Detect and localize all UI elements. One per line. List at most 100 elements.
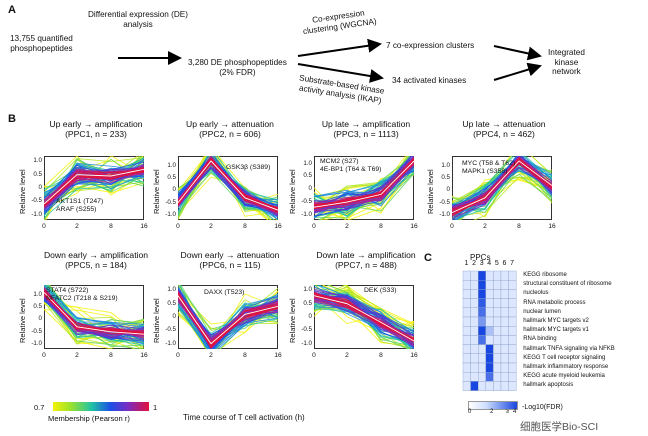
- x-tick: 2: [345, 352, 349, 359]
- heatmap-cell: [462, 298, 471, 309]
- x-tick: 8: [109, 352, 113, 359]
- plot-title-3: Up late → amplification (PPC3, n = 1113): [321, 119, 411, 139]
- panel-a-arrows: [118, 38, 542, 83]
- member-trace: [314, 288, 414, 337]
- heatmap-cell: [500, 371, 509, 382]
- x-tick: 16: [140, 223, 148, 230]
- heatmap-cell: [500, 289, 509, 299]
- heatmap-cell: [493, 307, 502, 318]
- heatmap-column-label: 5: [494, 260, 499, 267]
- heatmap-cell: [470, 371, 479, 382]
- colorbar-max: 1: [153, 403, 158, 412]
- heatmap-cell: [478, 307, 487, 318]
- fdr-tick-0: 0: [468, 409, 472, 415]
- heatmap-cell: [470, 362, 479, 373]
- heatmap-cell: [462, 270, 471, 281]
- centroid-line: [314, 295, 414, 342]
- x-tick: 8: [379, 352, 383, 359]
- heatmap-cell: [470, 335, 479, 345]
- y-tick: -0.5: [31, 327, 42, 335]
- y-axis-label-5: Relative level: [18, 298, 27, 343]
- y-axis-label-6: Relative level: [152, 298, 161, 343]
- y-tick: -0.5: [301, 326, 312, 334]
- heatmap-cell: [478, 381, 487, 391]
- y-tick: -0.5: [31, 197, 42, 205]
- x-axis-label: Time course of T cell activation (h): [183, 413, 305, 422]
- heatmap-cell: [470, 344, 479, 354]
- x-tick: 0: [176, 352, 180, 359]
- heatmap-cell: [508, 326, 517, 336]
- heatmap-cell: [470, 270, 479, 281]
- heatmap-cell: [478, 335, 487, 345]
- heatmap-cell: [485, 289, 494, 299]
- x-tick: 0: [42, 352, 46, 359]
- heatmap-column-label: 1: [464, 260, 469, 267]
- heatmap-cell: [508, 289, 517, 299]
- y-axis-label-4: Relative level: [426, 169, 435, 214]
- x-tick: 8: [379, 223, 383, 230]
- centroid-line: [44, 292, 144, 335]
- heatmap-cell: [493, 381, 502, 391]
- heatmap-cell: [508, 381, 517, 391]
- x-tick: 2: [75, 223, 79, 230]
- heatmap-cell: [470, 326, 479, 336]
- heatmap-cell: [493, 298, 502, 309]
- y-tick: 0: [308, 185, 312, 193]
- arrow-clusters-to-net: [493, 45, 542, 61]
- de-result-label: 3,280 DE phosphopeptides (2% FDR): [188, 58, 287, 77]
- heatmap-cell: [462, 353, 471, 364]
- x-tick: 2: [209, 352, 213, 359]
- y-tick: 0: [172, 186, 176, 194]
- y-tick: 1.0: [33, 290, 42, 298]
- watermark-text: 细胞医学Bio-SCI: [520, 421, 599, 433]
- y-axis-label-7: Relative level: [288, 298, 297, 343]
- heatmap-cell: [508, 316, 517, 327]
- y-tick: -0.5: [439, 198, 450, 206]
- heatmap-cell: [478, 353, 487, 364]
- panel-a-letter: A: [8, 4, 16, 16]
- y-tick: 0: [446, 186, 450, 194]
- x-tick: 8: [243, 223, 247, 230]
- heatmap-cell: [508, 344, 517, 354]
- heatmap-column-label: 2: [472, 260, 476, 267]
- y-tick: 0: [172, 313, 176, 320]
- y-tick: -1.0: [31, 340, 42, 348]
- heatmap-column-label: 7: [510, 260, 514, 267]
- heatmap-cell: [462, 371, 471, 382]
- heatmap-cell: [462, 279, 471, 290]
- heatmap-cell: [485, 335, 494, 345]
- plot-title-2: Up early → attenuation (PPC2, n = 606): [186, 119, 274, 139]
- site-annotation-4: MYC (T58 & T62) MAPK1 (S358): [462, 160, 516, 175]
- heatmap-cell: [493, 353, 502, 364]
- quantified-label: 13,755 quantified phosphopeptides: [10, 34, 73, 53]
- heatmap-cell: [493, 326, 502, 336]
- heatmap-cell: [462, 289, 471, 299]
- heatmap-cell: [478, 344, 487, 354]
- y-axis-label-2: Relative level: [152, 169, 161, 214]
- heatmap-cell: [508, 371, 517, 382]
- profile-plot-6: [178, 285, 278, 349]
- member-trace: [452, 167, 552, 217]
- heatmap-cell: [500, 344, 509, 354]
- heatmap-cell: [500, 298, 509, 309]
- y-tick: -1.0: [439, 211, 450, 219]
- heatmap-row-label: hallmark TNFA signaling via NFKB: [523, 345, 615, 352]
- colorbar-min: 0.7: [34, 403, 45, 412]
- heatmap-cell: [485, 344, 494, 354]
- arrow-de-to-wgcna: [297, 38, 382, 57]
- heatmap-cell: [470, 381, 479, 391]
- heatmap-column-label: 3: [479, 260, 484, 267]
- heatmap-cell: [493, 316, 502, 327]
- y-tick: 0: [308, 313, 312, 320]
- heatmap-title: PPCs: [470, 253, 491, 262]
- x-tick: 0: [312, 352, 316, 359]
- member-trace: [314, 297, 414, 345]
- heatmap-cell: [500, 326, 509, 336]
- site-annotation-7: DEK (S33): [364, 287, 397, 294]
- member-trace: [341, 285, 414, 326]
- heatmap-row-label: hallmark MYC targets v2: [523, 318, 589, 324]
- heatmap-cell: [493, 270, 502, 281]
- heatmap-cell: [478, 298, 487, 309]
- plot-title-7: Down late → amplification (PPC7, n = 488): [316, 250, 416, 270]
- colorbar-label: Membership (Pearson r): [48, 414, 130, 423]
